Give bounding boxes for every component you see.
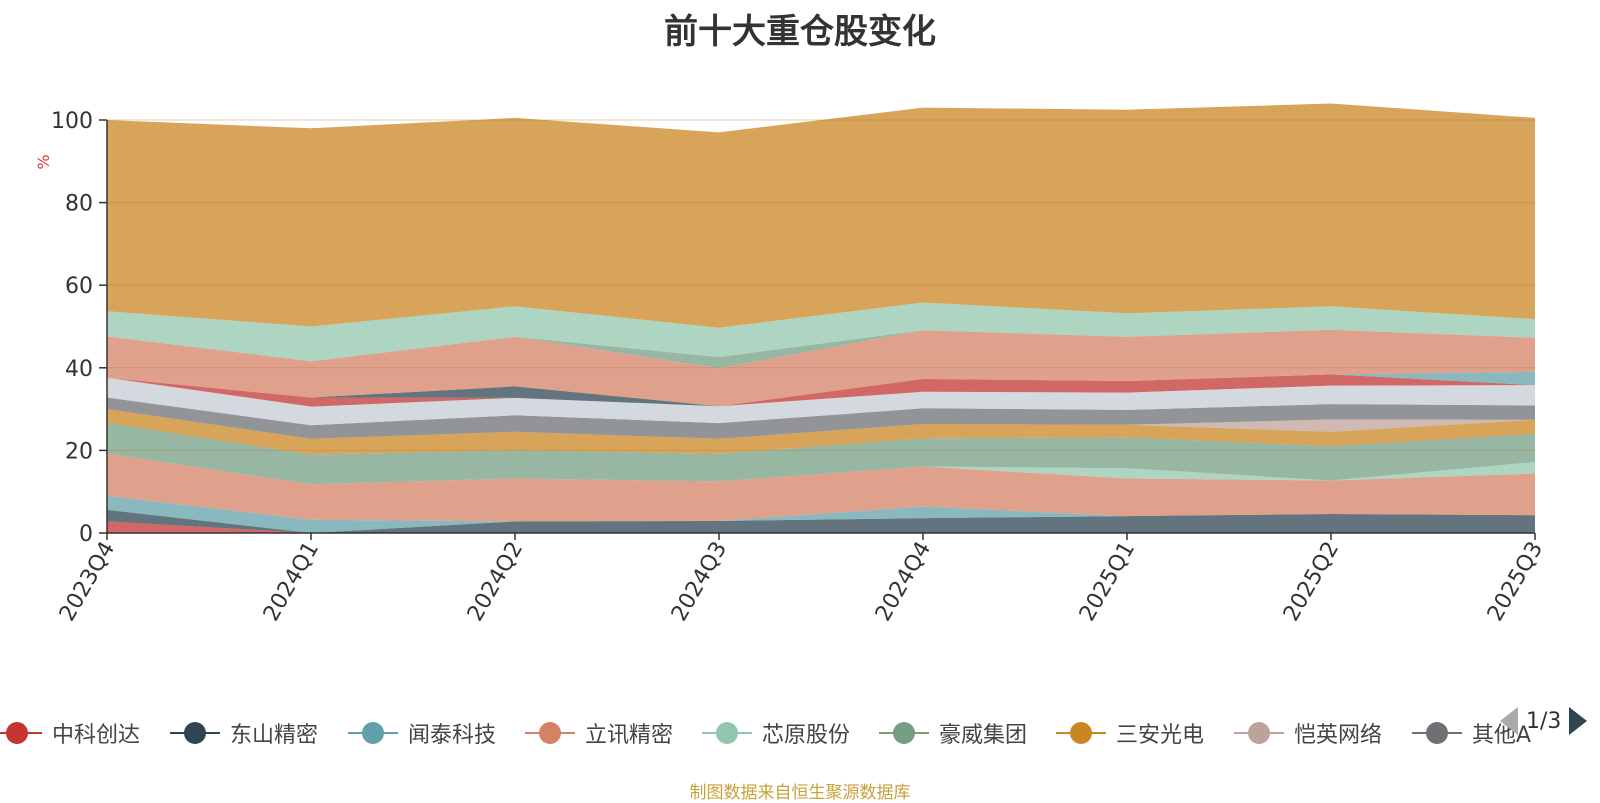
x-tick-label: 2025Q2 bbox=[1279, 538, 1344, 626]
y-tick-label: 0 bbox=[79, 522, 93, 547]
legend-item[interactable]: 中科创达 bbox=[0, 715, 140, 751]
legend-page-indicator: 1/3 bbox=[1526, 708, 1562, 734]
area-series-10 bbox=[107, 374, 1535, 407]
legend-next-page-icon[interactable] bbox=[1569, 707, 1588, 735]
legend-item[interactable]: 闻泰科技 bbox=[348, 715, 496, 751]
y-tick-label: 20 bbox=[65, 439, 93, 464]
area-series-14 bbox=[107, 329, 1535, 369]
legend-label: 中科创达 bbox=[52, 723, 141, 748]
legend-pager: 1/3 bbox=[1500, 703, 1600, 739]
legend-label: 三安光电 bbox=[1116, 723, 1205, 748]
legend-item[interactable]: 芯原股份 bbox=[702, 715, 850, 751]
legend-label: 豪威集团 bbox=[939, 723, 1028, 748]
area-series-2 bbox=[107, 495, 1535, 533]
area-series-0 bbox=[107, 521, 1535, 533]
legend: 中科创达 东山精密 闻泰科技 立讯精密 芯原股份 豪威集团 三安光电 恺英网络 其他A bbox=[0, 715, 1600, 755]
y-tick-label: 100 bbox=[51, 109, 93, 134]
legend-marker-icon bbox=[170, 715, 220, 751]
x-tick-label: 2025Q3 bbox=[1483, 538, 1548, 626]
area-series-6 bbox=[107, 409, 1535, 455]
legend-item[interactable]: 恺英网络 bbox=[1234, 715, 1382, 751]
area-series-13 bbox=[107, 329, 1535, 407]
chart-title: 前十大重仓股变化 bbox=[664, 12, 936, 52]
area-series-15 bbox=[107, 302, 1535, 362]
legend-item[interactable]: 其他A bbox=[1412, 715, 1531, 751]
y-axis-label: % bbox=[34, 154, 53, 169]
y-tick-label: 40 bbox=[65, 357, 93, 382]
x-tick-label: 2024Q1 bbox=[259, 538, 324, 626]
area-series-16 bbox=[107, 103, 1535, 328]
legend-label: 立讯精密 bbox=[585, 723, 674, 748]
legend-marker-icon bbox=[879, 715, 929, 751]
x-tick-label: 2024Q4 bbox=[871, 538, 936, 626]
legend-marker-icon bbox=[1056, 715, 1106, 751]
legend-label: 芯原股份 bbox=[762, 723, 851, 748]
legend-marker-icon bbox=[1234, 715, 1284, 751]
area-series-9 bbox=[107, 377, 1535, 426]
legend-label: 闻泰科技 bbox=[408, 723, 497, 748]
area-series-12 bbox=[107, 371, 1535, 407]
y-tick-label: 60 bbox=[65, 274, 93, 299]
legend-marker-icon bbox=[702, 715, 752, 751]
stacked-area-chart: 0 20 40 60 80 100 2023Q4 2024Q1 2024Q2 2024Q3 2024… bbox=[34, 103, 1548, 626]
legend-item[interactable]: 立讯精密 bbox=[525, 715, 673, 751]
area-series-4 bbox=[107, 453, 1535, 485]
legend-prev-page-icon[interactable] bbox=[1500, 707, 1518, 735]
x-tick-label: 2024Q3 bbox=[667, 538, 732, 626]
x-tick-label: 2023Q4 bbox=[55, 538, 120, 626]
area-layer bbox=[107, 103, 1535, 533]
x-tick-label: 2024Q2 bbox=[463, 538, 528, 626]
source-note: 制图数据来自恒生聚源数据库 bbox=[689, 783, 911, 803]
legend-item[interactable]: 三安光电 bbox=[1056, 715, 1204, 751]
area-series-3 bbox=[107, 453, 1535, 522]
legend-marker-icon bbox=[0, 715, 42, 751]
legend-item[interactable]: 豪威集团 bbox=[879, 715, 1027, 751]
area-series-1 bbox=[107, 509, 1535, 533]
legend-marker-icon bbox=[525, 715, 575, 751]
area-series-5 bbox=[107, 422, 1535, 485]
legend-item[interactable]: 东山精密 bbox=[170, 715, 318, 751]
y-tick-label: 80 bbox=[65, 192, 93, 217]
legend-label: 东山精密 bbox=[230, 723, 319, 748]
legend-overflow-mask bbox=[1452, 0, 1470, 40]
area-series-7 bbox=[107, 409, 1535, 439]
area-series-8 bbox=[107, 397, 1535, 439]
legend-label: 恺英网络 bbox=[1294, 723, 1383, 748]
legend-marker-icon bbox=[1412, 715, 1462, 751]
legend-marker-icon bbox=[348, 715, 398, 751]
x-tick-label: 2025Q1 bbox=[1075, 538, 1140, 626]
